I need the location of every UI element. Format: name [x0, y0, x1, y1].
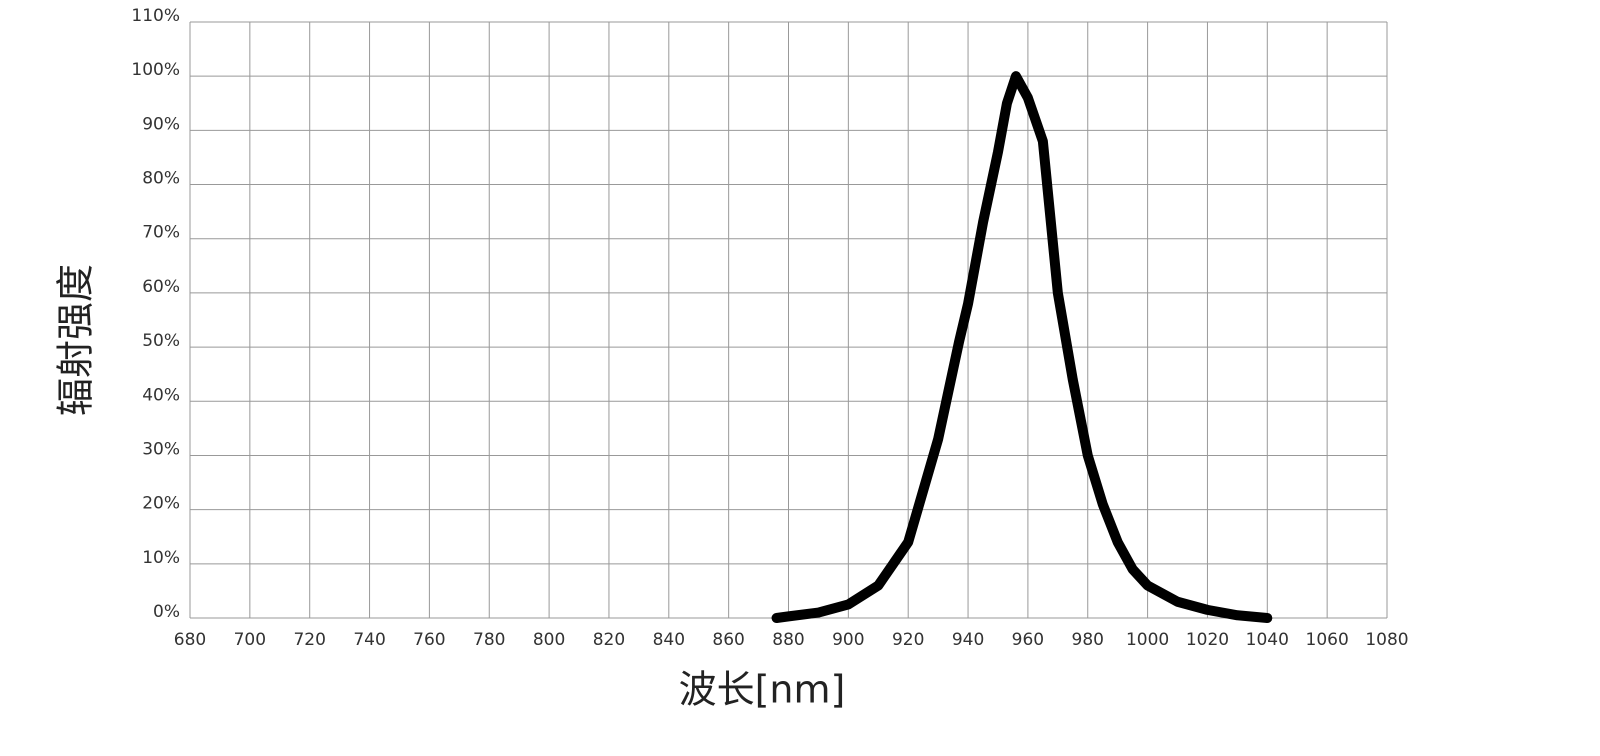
x-tick-label: 760 [413, 630, 445, 650]
y-axis-label: 辐射强度 [54, 264, 98, 416]
x-tick-label: 740 [353, 630, 385, 650]
x-tick-label: 860 [712, 630, 744, 650]
x-tick-label: 720 [293, 630, 325, 650]
y-tick-label: 70% [142, 223, 180, 243]
y-tick-label: 20% [142, 494, 180, 514]
x-tick-label: 960 [1012, 630, 1044, 650]
x-tick-label: 880 [772, 630, 804, 650]
y-tick-label: 60% [142, 277, 180, 297]
y-tick-label: 90% [142, 114, 180, 134]
x-tick-label: 900 [832, 630, 864, 650]
y-tick-label: 110% [131, 6, 180, 26]
x-tick-label: 1040 [1246, 630, 1289, 650]
x-tick-label: 780 [473, 630, 505, 650]
x-tick-label: 680 [174, 630, 206, 650]
x-tick-label: 840 [653, 630, 685, 650]
x-tick-label: 940 [952, 630, 984, 650]
y-tick-label: 80% [142, 169, 180, 189]
y-tick-label: 100% [131, 60, 180, 80]
x-tick-label: 1060 [1306, 630, 1349, 650]
x-tick-label: 1000 [1126, 630, 1169, 650]
y-tick-label: 50% [142, 331, 180, 351]
x-tick-label: 980 [1072, 630, 1104, 650]
x-axis-label: 波长[nm] [679, 668, 846, 712]
x-tick-label: 700 [234, 630, 266, 650]
x-tick-label: 1020 [1186, 630, 1229, 650]
series-line [771, 71, 1273, 623]
x-tick-label: 820 [593, 630, 625, 650]
y-tick-label: 10% [142, 548, 180, 568]
x-tick-label: 800 [533, 630, 565, 650]
y-tick-label: 40% [142, 385, 180, 405]
x-tick-label: 920 [892, 630, 924, 650]
x-tick-label: 1080 [1365, 630, 1408, 650]
y-tick-label: 30% [142, 439, 180, 459]
y-tick-label: 0% [153, 602, 180, 622]
